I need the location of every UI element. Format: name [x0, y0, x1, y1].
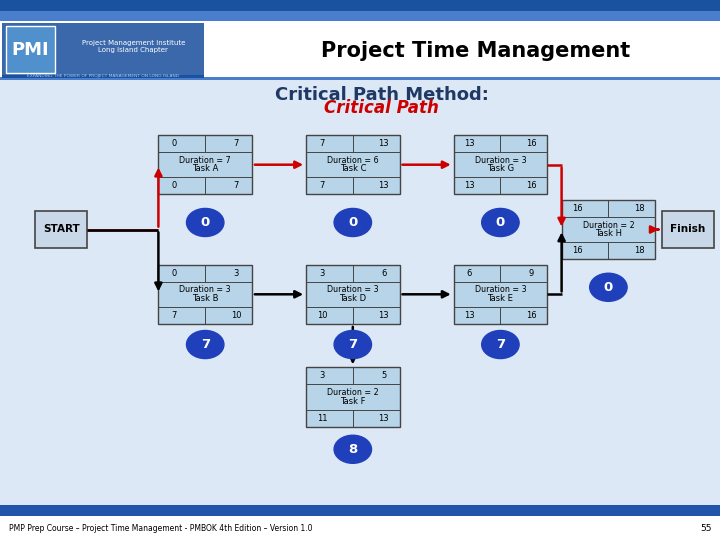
Text: 16: 16 — [526, 181, 536, 191]
Text: 7: 7 — [348, 338, 357, 351]
Circle shape — [482, 330, 519, 359]
Text: 13: 13 — [379, 311, 389, 320]
Text: Task B: Task B — [192, 294, 218, 303]
Text: 13: 13 — [379, 414, 389, 423]
FancyBboxPatch shape — [562, 200, 655, 259]
Bar — [6, 26, 55, 73]
FancyBboxPatch shape — [306, 135, 400, 194]
Text: Project Management Institute: Project Management Institute — [81, 40, 185, 46]
Text: Task D: Task D — [339, 294, 366, 303]
Text: 13: 13 — [379, 181, 389, 191]
Text: 10: 10 — [317, 311, 327, 320]
Text: Critical Path: Critical Path — [324, 99, 439, 117]
Bar — [2, 23, 204, 77]
Text: PMP Prep Course – Project Time Management - PMBOK 4th Edition – Version 1.0: PMP Prep Course – Project Time Managemen… — [9, 524, 312, 532]
Text: Duration = 3: Duration = 3 — [474, 156, 526, 165]
Text: 13: 13 — [379, 139, 389, 148]
Text: Duration = 2: Duration = 2 — [582, 220, 634, 230]
Text: 0: 0 — [348, 216, 357, 229]
Text: 7: 7 — [496, 338, 505, 351]
Bar — [0, 0, 720, 78]
Text: 7: 7 — [201, 338, 210, 351]
FancyBboxPatch shape — [306, 367, 400, 427]
Bar — [0, 0, 720, 11]
Text: Duration = 6: Duration = 6 — [327, 156, 379, 165]
Text: 0: 0 — [171, 268, 177, 278]
Text: 11: 11 — [317, 414, 327, 423]
Text: 3: 3 — [319, 371, 325, 380]
Text: PMI: PMI — [12, 40, 49, 59]
Bar — [2, 75, 204, 78]
Text: 10: 10 — [231, 311, 241, 320]
Text: 18: 18 — [634, 246, 644, 255]
Circle shape — [334, 435, 372, 463]
Text: Task E: Task E — [487, 294, 513, 303]
Text: Task C: Task C — [340, 164, 366, 173]
Text: 18: 18 — [634, 204, 644, 213]
Text: Duration = 3: Duration = 3 — [474, 285, 526, 294]
Text: 7: 7 — [319, 139, 325, 148]
Circle shape — [186, 330, 224, 359]
Circle shape — [590, 273, 627, 301]
Text: 13: 13 — [464, 139, 474, 148]
Text: 13: 13 — [464, 181, 474, 191]
Text: Duration = 3: Duration = 3 — [179, 285, 231, 294]
FancyBboxPatch shape — [454, 135, 547, 194]
Text: 16: 16 — [526, 311, 536, 320]
Text: Task G: Task G — [487, 164, 514, 173]
Circle shape — [334, 330, 372, 359]
Text: Finish: Finish — [670, 225, 705, 234]
Bar — [0, 11, 720, 21]
Text: Duration = 2: Duration = 2 — [327, 388, 379, 397]
FancyBboxPatch shape — [35, 211, 87, 248]
Text: 16: 16 — [526, 139, 536, 148]
Text: Task F: Task F — [340, 396, 366, 406]
Text: 0: 0 — [496, 216, 505, 229]
Text: 6: 6 — [381, 268, 387, 278]
Text: 7: 7 — [233, 139, 239, 148]
FancyBboxPatch shape — [306, 265, 400, 324]
FancyBboxPatch shape — [454, 265, 547, 324]
Text: Task A: Task A — [192, 164, 218, 173]
Text: 0: 0 — [171, 139, 177, 148]
Text: START: START — [42, 225, 80, 234]
Text: 0: 0 — [171, 181, 177, 191]
Circle shape — [186, 208, 224, 237]
FancyBboxPatch shape — [662, 211, 714, 248]
Text: 7: 7 — [233, 181, 239, 191]
FancyBboxPatch shape — [158, 265, 252, 324]
Text: 16: 16 — [572, 204, 582, 213]
Text: Duration = 7: Duration = 7 — [179, 156, 231, 165]
Text: Duration = 3: Duration = 3 — [327, 285, 379, 294]
Text: 13: 13 — [464, 311, 474, 320]
Bar — [0, 505, 720, 516]
Text: Task H: Task H — [595, 229, 622, 238]
Bar — [0, 514, 720, 540]
Text: 16: 16 — [572, 246, 582, 255]
Text: 55: 55 — [700, 524, 711, 532]
Text: EXPANDING THE POWER OF PROJECT MANAGEMENT ON LONG ISLAND: EXPANDING THE POWER OF PROJECT MANAGEMEN… — [27, 73, 179, 78]
Text: 7: 7 — [171, 311, 177, 320]
Text: Project Time Management: Project Time Management — [320, 40, 630, 61]
Text: 7: 7 — [319, 181, 325, 191]
Text: 8: 8 — [348, 443, 357, 456]
Bar — [0, 80, 720, 507]
Text: 0: 0 — [201, 216, 210, 229]
Circle shape — [334, 208, 372, 237]
Circle shape — [482, 208, 519, 237]
Text: 5: 5 — [381, 371, 387, 380]
Text: 0: 0 — [604, 281, 613, 294]
FancyBboxPatch shape — [158, 135, 252, 194]
Text: 3: 3 — [319, 268, 325, 278]
Text: Long Island Chapter: Long Island Chapter — [98, 47, 168, 53]
Text: 6: 6 — [467, 268, 472, 278]
Text: Critical Path Method:: Critical Path Method: — [274, 85, 489, 104]
Bar — [0, 506, 720, 516]
Text: 3: 3 — [233, 268, 239, 278]
Bar — [0, 77, 720, 80]
Text: 9: 9 — [528, 268, 534, 278]
